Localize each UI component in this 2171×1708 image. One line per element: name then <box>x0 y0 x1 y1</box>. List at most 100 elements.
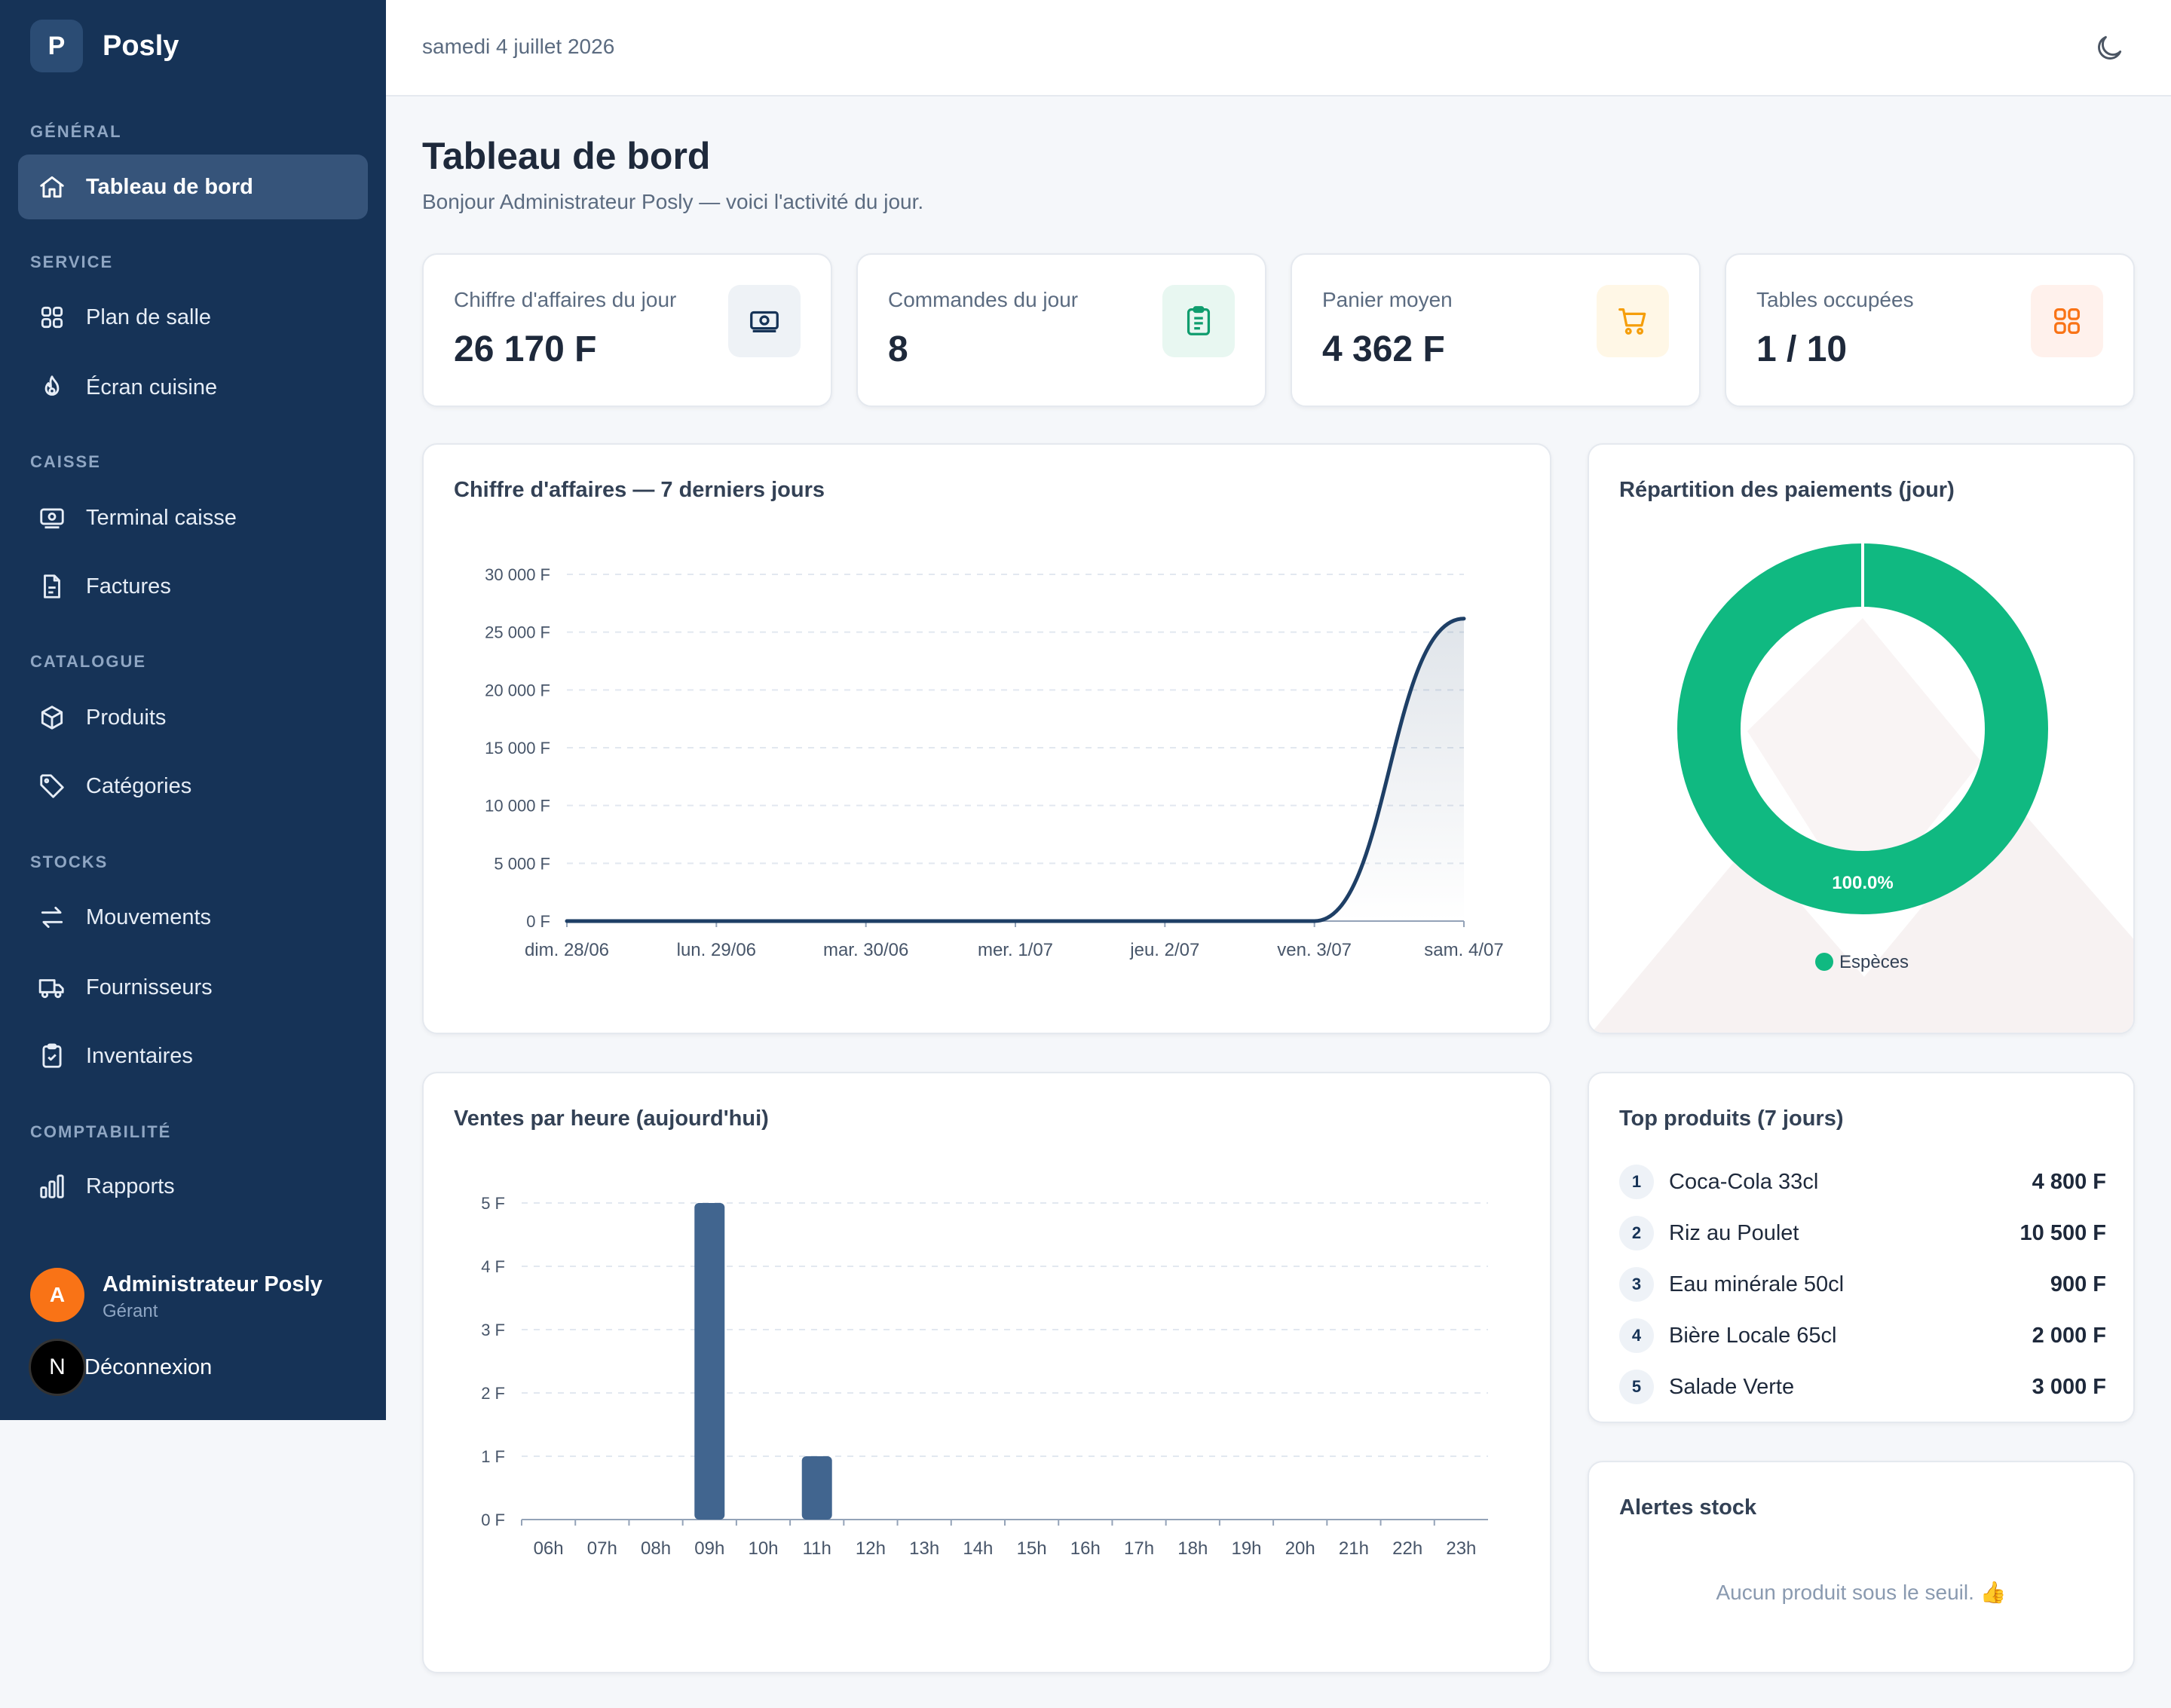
grid-icon <box>2031 285 2103 357</box>
rank-badge: 3 <box>1619 1267 1654 1302</box>
empty-state-message: Aucun produit sous le seuil. 👍 <box>1716 1581 2007 1604</box>
sidebar-item-label: Factures <box>86 574 171 598</box>
top-products-card: Top produits (7 jours) 1 Coca-Cola 33cl 4 … <box>1588 1072 2135 1423</box>
bar <box>694 1203 725 1520</box>
clipboard-check-icon <box>42 1043 62 1068</box>
sidebar-item-products[interactable]: Produits <box>18 685 368 750</box>
product-name: Bière Locale 65cl <box>1669 1323 1837 1348</box>
x-tick-label: 18h <box>1177 1538 1208 1559</box>
x-tick-label: 12h <box>856 1538 886 1559</box>
tag-icon <box>40 774 64 798</box>
section-service: SERVICE <box>30 253 114 271</box>
y-tick-label: 30 000 F <box>485 565 550 584</box>
x-tick-label: 22h <box>1392 1538 1422 1559</box>
x-tick-label: dim. 28/06 <box>525 940 609 960</box>
logout-button[interactable]: Déconnexion <box>84 1355 213 1379</box>
y-tick-label: 20 000 F <box>485 681 550 699</box>
y-tick-label: 0 F <box>481 1511 505 1529</box>
arrows-icon <box>41 906 63 929</box>
cash-register-icon <box>40 508 64 529</box>
card-title: Ventes par heure (aujourd'hui) <box>454 1107 769 1131</box>
sidebar-item-movements[interactable]: Mouvements <box>18 885 368 950</box>
x-tick-label: 14h <box>963 1538 993 1559</box>
sidebar-item-invoices[interactable]: Factures <box>18 554 368 619</box>
kpi-value: 1 / 10 <box>1756 329 1848 369</box>
x-tick-label: 15h <box>1017 1538 1047 1559</box>
sidebar-item-categories[interactable]: Catégories <box>18 754 368 819</box>
brand-name: Posly <box>103 29 179 62</box>
flame-icon <box>44 375 60 396</box>
section-accounting: COMPTABILITÉ <box>30 1122 172 1141</box>
x-tick-label: 19h <box>1231 1538 1261 1559</box>
product-value: 10 500 F <box>2019 1220 2106 1245</box>
legend-swatch <box>1815 953 1833 971</box>
home-icon <box>40 176 64 198</box>
sidebar-item-reports[interactable]: Rapports <box>18 1154 368 1219</box>
revenue-line-chart: 0 F 5 000 F 10 000 F 15 000 F 20 000 F 25 000… <box>485 565 1504 960</box>
sidebar-item-label: Terminal caisse <box>86 505 237 530</box>
y-tick-label: 5 000 F <box>494 854 550 873</box>
rank-badge: 2 <box>1619 1216 1654 1250</box>
kpi-orders-card: Commandes du jour 8 <box>856 253 1266 407</box>
x-tick-label: 16h <box>1070 1538 1101 1559</box>
x-tick-label: 17h <box>1124 1538 1154 1559</box>
brand[interactable]: P Posly <box>30 20 179 72</box>
kpi-label: Tables occupées <box>1756 288 1914 311</box>
kpi-revenue-card: Chiffre d'affaires du jour 26 170 F <box>422 253 832 407</box>
kpi-basket-card: Panier moyen 4 362 F <box>1291 253 1701 407</box>
product-value: 4 800 F <box>2032 1169 2106 1194</box>
top-products-list: 1 Coca-Cola 33cl 4 800 F 2 Riz au Poulet 10 … <box>1619 1156 2106 1413</box>
product-value: 900 F <box>2050 1272 2106 1296</box>
kpi-label: Commandes du jour <box>888 288 1079 311</box>
logout-icon[interactable]: N <box>29 1339 86 1396</box>
sidebar-item-dashboard[interactable]: Tableau de bord <box>18 155 368 219</box>
y-tick-label: 1 F <box>481 1447 505 1466</box>
product-name: Salade Verte <box>1669 1374 1795 1399</box>
sidebar-item-label: Inventaires <box>86 1043 193 1068</box>
card-title: Chiffre d'affaires — 7 derniers jours <box>454 478 825 502</box>
bar-chart-icon <box>40 1174 64 1198</box>
sidebar-item-label: Produits <box>86 705 167 730</box>
product-value: 3 000 F <box>2032 1374 2106 1399</box>
user-name: Administrateur Posly <box>103 1272 323 1296</box>
grid-icon <box>41 306 63 329</box>
box-icon <box>41 706 63 730</box>
moon-icon[interactable] <box>2093 32 2126 65</box>
x-tick-label: 06h <box>534 1538 564 1559</box>
sidebar-item-kitchen[interactable]: Écran cuisine <box>18 355 368 420</box>
truck-icon <box>38 979 64 999</box>
sidebar-item-suppliers[interactable]: Fournisseurs <box>18 955 368 1020</box>
x-tick-label: mer. 1/07 <box>978 940 1053 960</box>
y-tick-label: 10 000 F <box>485 797 550 816</box>
list-item: 2 Riz au Poulet 10 500 F <box>1619 1208 2106 1259</box>
y-tick-label: 15 000 F <box>485 739 550 758</box>
sidebar-item-pos-terminal[interactable]: Terminal caisse <box>18 485 368 550</box>
slice-label: 100.0% <box>1832 873 1893 893</box>
sidebar-item-label: Mouvements <box>86 905 212 929</box>
list-item: 5 Salade Verte 3 000 F <box>1619 1361 2106 1413</box>
section-general: GÉNÉRAL <box>30 122 122 141</box>
revenue-chart-card: Chiffre d'affaires — 7 derniers jours 0 … <box>422 443 1551 1034</box>
sidebar-item-floor-plan[interactable]: Plan de salle <box>18 285 368 350</box>
decorative-background <box>1747 618 1981 912</box>
rank-badge: 1 <box>1619 1165 1654 1199</box>
document-icon <box>44 574 60 598</box>
bar <box>801 1456 832 1520</box>
sidebar-item-inventories[interactable]: Inventaires <box>18 1024 368 1088</box>
x-tick-label: 20h <box>1285 1538 1315 1559</box>
product-value: 2 000 F <box>2032 1323 2106 1348</box>
payments-donut-chart: 100.0% Espèces <box>1591 543 2133 1033</box>
x-tick-label: mar. 30/06 <box>823 940 908 960</box>
sidebar-item-label: Tableau de bord <box>86 174 253 199</box>
cart-icon <box>1597 285 1669 357</box>
page-subtitle: Bonjour Administrateur Posly — voici l'a… <box>422 190 924 213</box>
x-tick-label: 23h <box>1446 1538 1476 1559</box>
y-tick-label: 4 F <box>481 1257 505 1276</box>
card-title: Répartition des paiements (jour) <box>1619 478 1955 502</box>
x-tick-label: 11h <box>803 1538 831 1559</box>
sidebar-item-label: Écran cuisine <box>86 375 218 399</box>
series-line <box>565 617 1466 923</box>
y-tick-label: 25 000 F <box>485 623 550 642</box>
avatar[interactable]: A <box>30 1268 84 1322</box>
rank-badge: 4 <box>1619 1318 1654 1353</box>
